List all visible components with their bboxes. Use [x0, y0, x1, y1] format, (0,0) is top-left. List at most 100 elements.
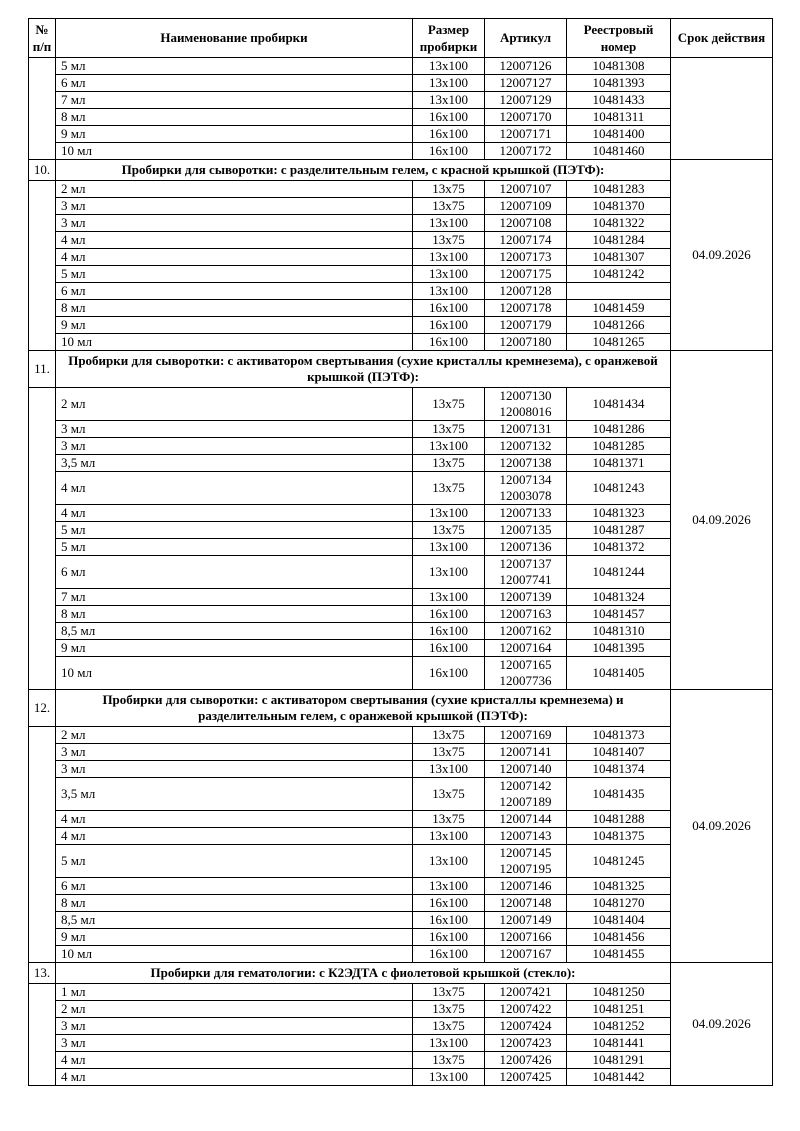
table-row: 13. Пробирки для гематологии: с К2ЭДТА с …: [28, 962, 773, 1086]
tube-name-cell: 4 мл: [55, 1051, 413, 1069]
registry-cell: 10481270: [566, 894, 671, 912]
validity-cell: 04.09.2026: [670, 962, 773, 1086]
registry-cell: 10481371: [566, 454, 671, 472]
tube-name-cell: 10 мл: [55, 142, 413, 160]
table-row: 3 мл 13x100 12007423 10481441: [29, 1034, 773, 1052]
table-row: 5 мл 13x100 12007145 12007195 10481245: [29, 844, 773, 878]
table-row: 9 мл 16x100 12007166 10481456: [29, 928, 773, 946]
tube-name-cell: 7 мл: [55, 91, 413, 109]
table-row: 6 мл 13x100 12007128: [29, 282, 773, 300]
article-cell: 12007132: [484, 437, 567, 455]
article-cell: 12007163: [484, 605, 567, 623]
tube-size-cell: 16x100: [412, 894, 485, 912]
article-cell: 12007137 12007741: [484, 555, 567, 589]
tube-size-cell: 13x100: [412, 74, 485, 92]
article-cell: 12007135: [484, 521, 567, 539]
tube-name-cell: 10 мл: [55, 945, 413, 963]
tube-size-cell: 13x75: [412, 743, 485, 761]
table-row: 11. Пробирки для сыворотки: с активатором…: [28, 350, 773, 690]
tube-name-cell: 4 мл: [55, 231, 413, 249]
tube-name-cell: 1 мл: [55, 983, 413, 1001]
tube-size-cell: 13x100: [412, 1068, 485, 1086]
tube-size-cell: 16x100: [412, 108, 485, 126]
tube-registry-table: № п/п Наименование пробирки Размер проби…: [28, 18, 773, 1086]
tube-size-cell: 16x100: [412, 911, 485, 929]
tube-name-cell: 5 мл: [55, 844, 413, 878]
tube-size-cell: 13x75: [412, 420, 485, 438]
registry-cell: 10481242: [566, 265, 671, 283]
registry-cell: 10481265: [566, 333, 671, 351]
column-header-num: № п/п: [28, 18, 56, 58]
tube-name-cell: 4 мл: [55, 504, 413, 522]
table-header: № п/п Наименование пробирки Размер проби…: [28, 18, 773, 58]
registry-cell: 10481324: [566, 588, 671, 606]
tube-size-cell: 13x75: [412, 777, 485, 811]
registry-cell: 10481375: [566, 827, 671, 845]
row-number-empty-cell: [28, 387, 56, 690]
validity-cell: 04.09.2026: [670, 350, 773, 690]
row-number-empty-cell: [28, 983, 56, 1086]
tube-size-cell: 13x75: [412, 521, 485, 539]
tube-size-cell: 16x100: [412, 945, 485, 963]
column-header-size: Размер пробирки: [412, 18, 485, 58]
table-row: 8,5 мл 16x100 12007149 10481404: [29, 911, 773, 929]
table-row: 7 мл 13x100 12007139 10481324: [29, 588, 773, 606]
tube-name-cell: 9 мл: [55, 639, 413, 657]
tube-size-cell: 13x75: [412, 197, 485, 215]
table-row: 10 мл 16x100 12007172 10481460: [29, 142, 773, 160]
article-cell: 12007424: [484, 1017, 567, 1035]
tube-name-cell: 3,5 мл: [55, 777, 413, 811]
registry-cell: 10481243: [566, 471, 671, 505]
tube-size-cell: 13x100: [412, 265, 485, 283]
tube-size-cell: 13x100: [412, 248, 485, 266]
registry-cell: 10481291: [566, 1051, 671, 1069]
table-row: 5 мл 13x100 12007175 10481242: [29, 265, 773, 283]
tube-size-cell: 13x75: [412, 454, 485, 472]
registry-cell: 10481457: [566, 605, 671, 623]
table-row: 6 мл 13x100 12007146 10481325: [29, 877, 773, 895]
article-cell: 12007126: [484, 57, 567, 75]
registry-cell: 10481284: [566, 231, 671, 249]
section-number-cell: 12.: [28, 689, 56, 727]
tube-name-cell: 6 мл: [55, 282, 413, 300]
tube-name-cell: 3 мл: [55, 197, 413, 215]
registry-cell: 10481307: [566, 248, 671, 266]
article-cell: 12007175: [484, 265, 567, 283]
table-row: 3 мл 13x100 12007132 10481285: [29, 437, 773, 455]
validity-cell: [670, 57, 773, 160]
registry-cell: 10481245: [566, 844, 671, 878]
tube-size-cell: 13x75: [412, 983, 485, 1001]
tube-size-cell: 16x100: [412, 299, 485, 317]
tube-name-cell: 3 мл: [55, 437, 413, 455]
registry-cell: 10481310: [566, 622, 671, 640]
tube-name-cell: 9 мл: [55, 316, 413, 334]
registry-cell: 10481325: [566, 877, 671, 895]
tube-name-cell: 6 мл: [55, 555, 413, 589]
table-row: 3,5 мл 13x75 12007142 12007189 10481435: [29, 777, 773, 811]
article-cell: 12007133: [484, 504, 567, 522]
registry-cell: 10481433: [566, 91, 671, 109]
registry-cell: 10481283: [566, 180, 671, 198]
tube-size-cell: 16x100: [412, 333, 485, 351]
article-cell: 12007140: [484, 760, 567, 778]
section-title-cell: Пробирки для сыворотки: с активатором св…: [55, 350, 671, 388]
registry-cell: [566, 282, 671, 300]
table-row: 9 мл 16x100 12007164 10481395: [29, 639, 773, 657]
registry-cell: 10481442: [566, 1068, 671, 1086]
tube-size-cell: 13x100: [412, 57, 485, 75]
tube-size-cell: 13x100: [412, 504, 485, 522]
article-cell: 12007141: [484, 743, 567, 761]
tube-size-cell: 13x100: [412, 588, 485, 606]
table-row: 10 мл 16x100 12007165 12007736 10481405: [29, 656, 773, 690]
article-cell: 12007109: [484, 197, 567, 215]
registry-cell: 10481372: [566, 538, 671, 556]
registry-cell: 10481323: [566, 504, 671, 522]
registry-cell: 10481322: [566, 214, 671, 232]
article-cell: 12007149: [484, 911, 567, 929]
table-row: 5 мл 13x75 12007135 10481287: [29, 521, 773, 539]
tube-size-cell: 13x75: [412, 231, 485, 249]
table-row: 6 мл 13x100 12007137 12007741 10481244: [29, 555, 773, 589]
tube-name-cell: 2 мл: [55, 387, 413, 421]
registry-cell: 10481393: [566, 74, 671, 92]
tube-size-cell: 13x75: [412, 1000, 485, 1018]
